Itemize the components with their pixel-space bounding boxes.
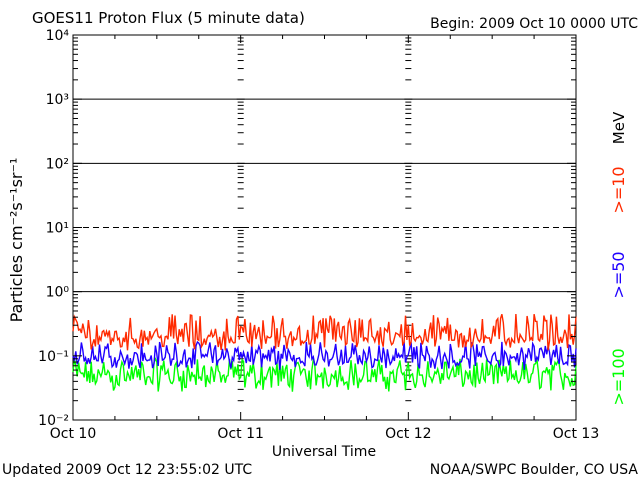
legend-ge50: >=50 (609, 251, 628, 298)
y-tick-label: 10² (46, 156, 69, 172)
y-tick-label: 10¹ (46, 221, 69, 237)
legend-ge10: >=10 (609, 166, 628, 213)
reference-lines (73, 98, 576, 293)
y-axis: 10⁻² 10⁻¹ 10⁰ 10¹ 10² 10³ 10⁴ (38, 28, 576, 429)
x-axis-title: Universal Time (272, 444, 376, 460)
series-line (72, 313, 577, 351)
x-tick-label: Oct 12 (385, 426, 431, 442)
y-tick-label: 10³ (46, 92, 69, 108)
y-tick-label: 10⁰ (46, 285, 70, 301)
chart-title: GOES11 Proton Flux (5 minute data) (32, 9, 305, 27)
credit-label: NOAA/SWPC Boulder, CO USA (430, 462, 639, 478)
series-line (72, 356, 577, 392)
y-axis-title: Particles cm⁻²s⁻¹sr⁻¹ (7, 158, 26, 323)
day-divider-ticks (236, 34, 413, 421)
series-layer (72, 313, 577, 392)
x-tick-label: Oct 13 (553, 426, 599, 442)
legend-ge100: >=100 (609, 348, 628, 405)
y-tick-label: 10⁴ (46, 28, 70, 44)
y-tick-label: 10⁻² (38, 413, 69, 429)
x-tick-label: Oct 11 (217, 426, 263, 442)
series-line (72, 340, 577, 370)
begin-label: Begin: 2009 Oct 10 0000 UTC (430, 16, 638, 32)
updated-label: Updated 2009 Oct 12 23:55:02 UTC (2, 462, 252, 478)
x-tick-label: Oct 10 (50, 426, 96, 442)
legend-unit: MeV (610, 111, 628, 144)
x-axis: Oct 10 Oct 11 Oct 12 Oct 13 (50, 35, 599, 442)
y-tick-label: 10⁻¹ (38, 349, 69, 365)
